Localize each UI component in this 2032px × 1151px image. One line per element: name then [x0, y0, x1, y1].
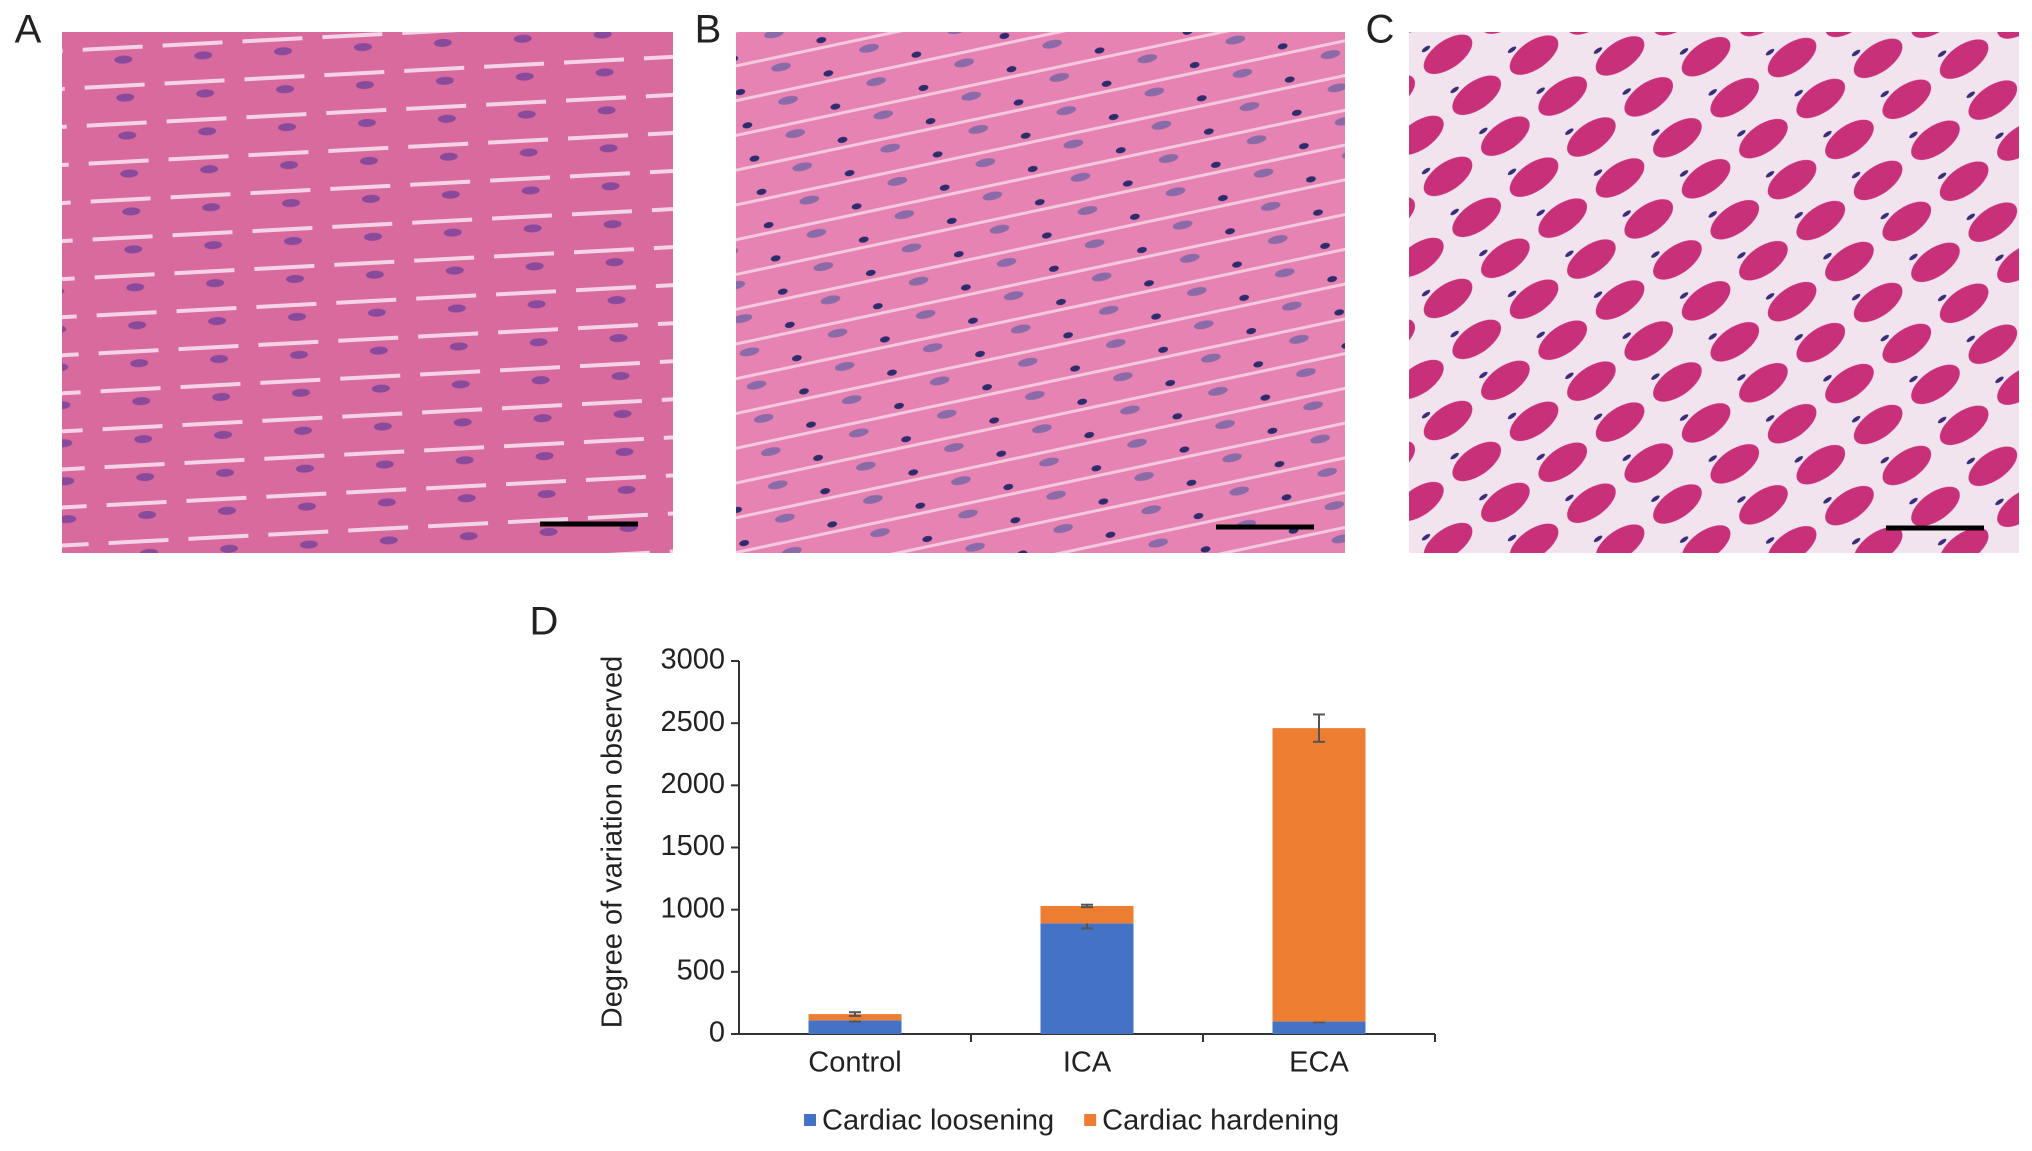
histology-image [1409, 32, 2019, 553]
y-tick-label: 2000 [660, 768, 725, 800]
y-tick-label: 1000 [660, 892, 725, 924]
legend-swatch [804, 1114, 816, 1126]
histology-image [736, 32, 1345, 553]
legend-label: Cardiac hardening [1102, 1105, 1339, 1137]
x-tick-label: Control [808, 1047, 902, 1079]
y-tick-label: 1500 [660, 830, 725, 862]
bar-segment [1040, 905, 1134, 924]
x-tick-label: ECA [1289, 1047, 1349, 1079]
histology-panels: A B C [15, 8, 2019, 553]
error-bar [849, 1011, 861, 1017]
error-bar [1081, 903, 1093, 909]
bar-segment [808, 1014, 902, 1021]
legend-swatch [1084, 1114, 1097, 1126]
y-tick-label: 2500 [660, 706, 725, 738]
bar-segment [808, 1020, 902, 1034]
panel-label: D [530, 600, 559, 644]
legend-label: Cardiac loosening [822, 1105, 1054, 1137]
bar-segment [1040, 923, 1134, 1034]
x-tick-label: ICA [1063, 1047, 1112, 1079]
panel-label: A [15, 8, 42, 52]
panel-label: C [1366, 8, 1395, 52]
y-tick-label: 0 [709, 1017, 725, 1049]
y-axis-label: Degree of variation observed [597, 656, 629, 1028]
bar-segment [1272, 728, 1366, 1022]
bar-segment [1272, 1021, 1366, 1034]
y-tick-label: 3000 [660, 644, 725, 676]
panel-label: B [695, 8, 722, 52]
error-bar [1313, 713, 1325, 743]
y-tick-label: 500 [677, 954, 725, 986]
histology-image [62, 32, 673, 553]
